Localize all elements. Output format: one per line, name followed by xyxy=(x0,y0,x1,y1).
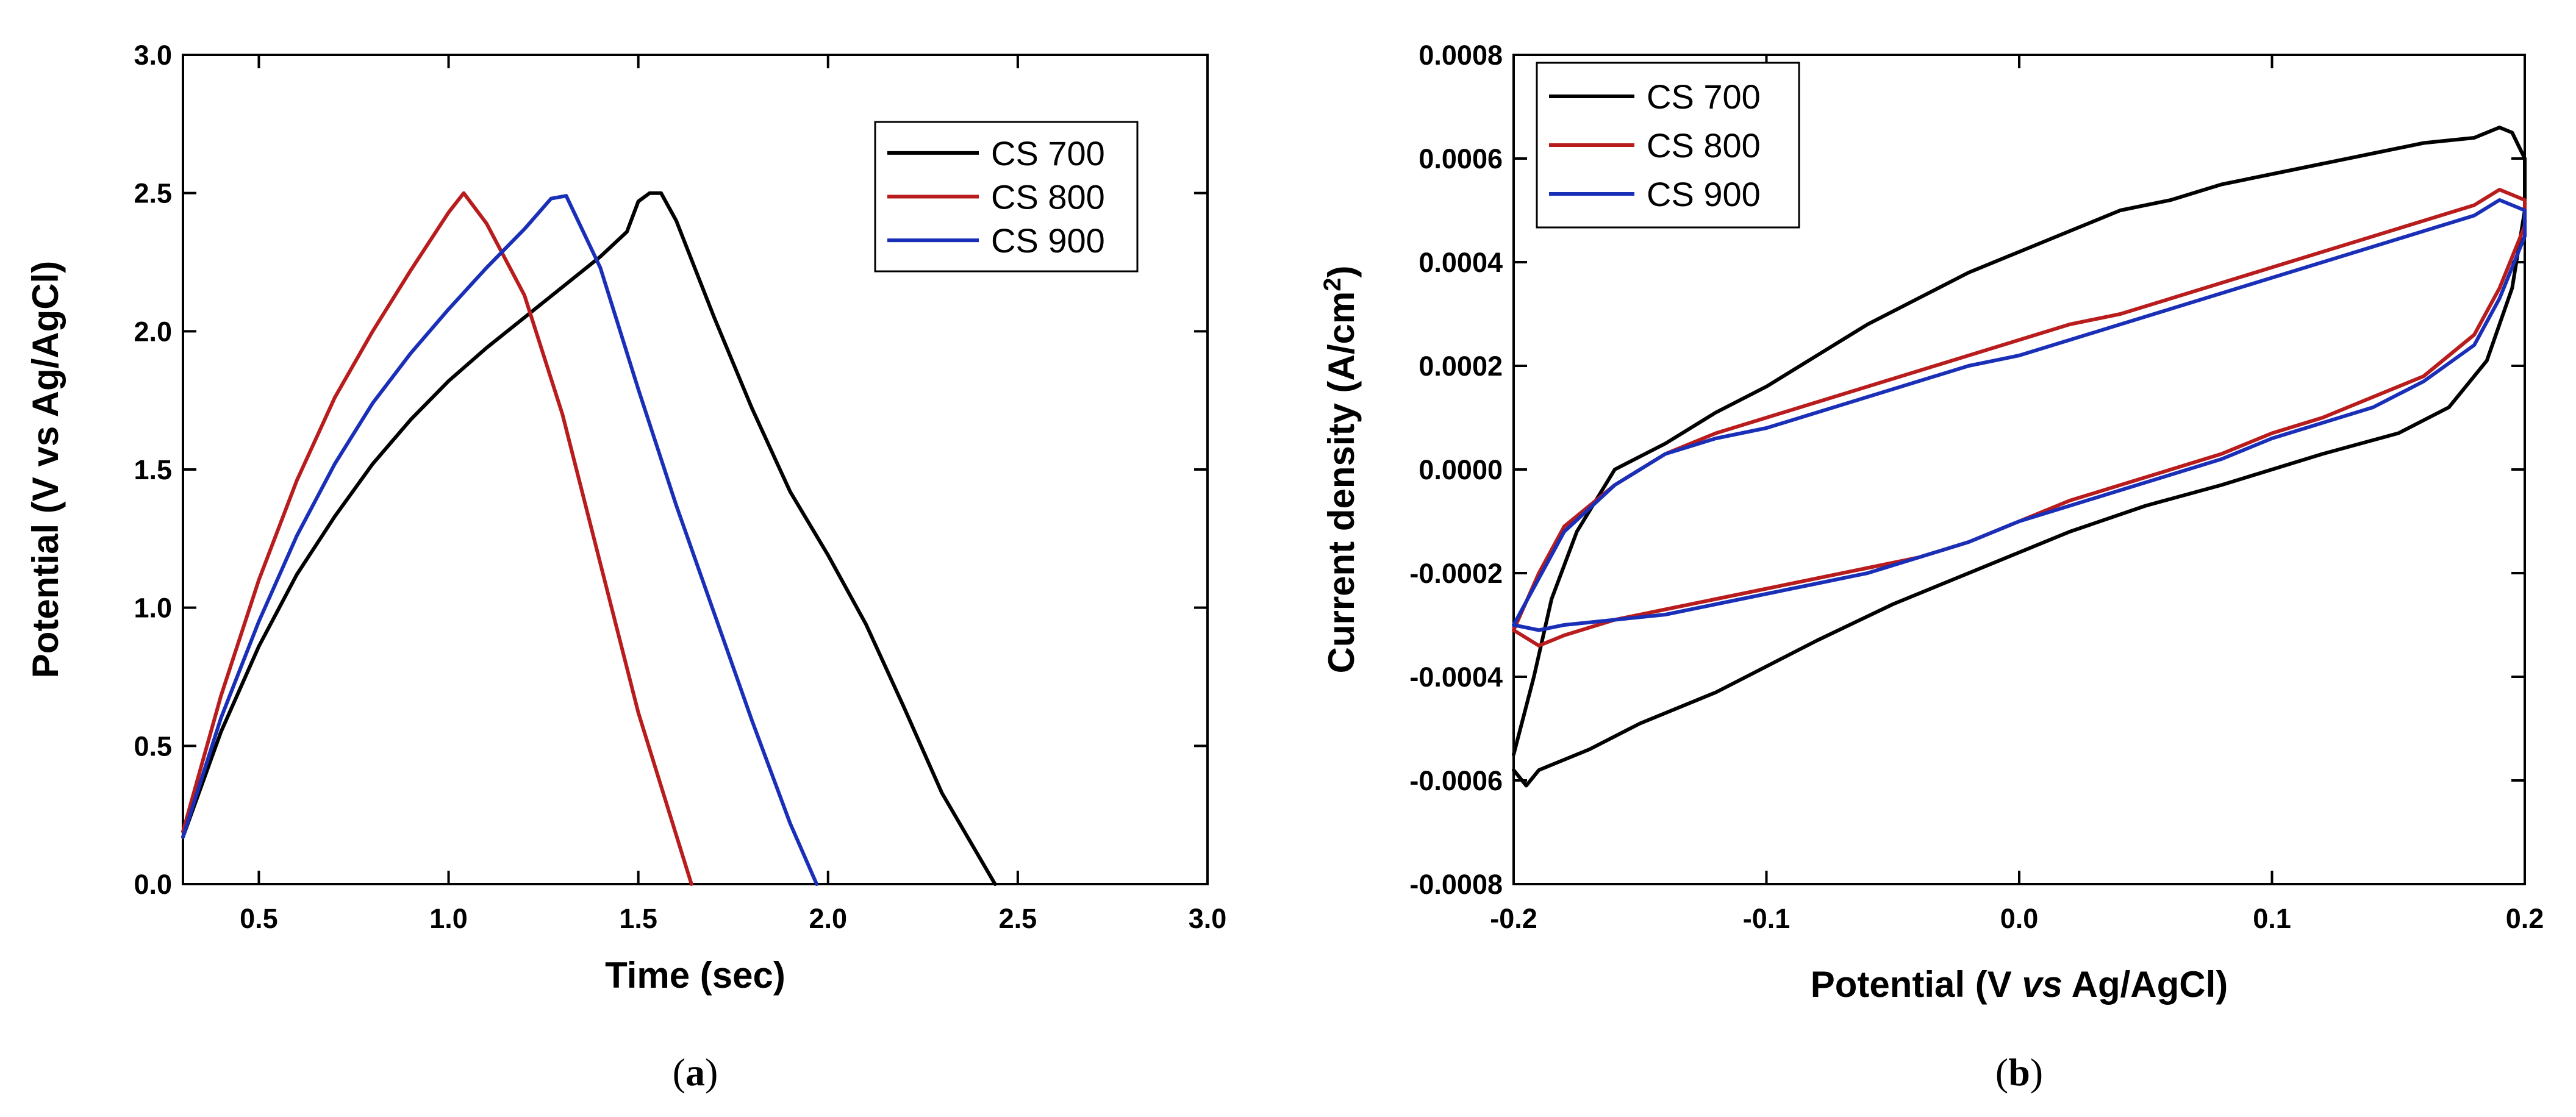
y-tick-label: 0.5 xyxy=(134,730,172,762)
y-axis-title: Current density (A/cm2) xyxy=(1319,265,1362,673)
x-axis-title: Time (sec) xyxy=(605,955,785,996)
y-tick-label: 0.0000 xyxy=(1419,454,1503,485)
chart-b: -0.2 -0.1 0.0 0.1 0.2 -0.0008 -0.0006 -0.0004 -0… xyxy=(1319,40,2544,1094)
legend-box xyxy=(874,121,1139,273)
y-tick-label: 0.0002 xyxy=(1419,351,1503,382)
x-tick-label: 0.5 xyxy=(240,903,278,934)
series-line-cs-700 xyxy=(1512,126,2527,788)
x-tick-label: 1.5 xyxy=(619,903,657,934)
y-tick-label: 3.0 xyxy=(134,40,172,71)
y-tick-label: 0.0006 xyxy=(1419,143,1503,174)
x-tick-label: 0.1 xyxy=(2253,903,2291,934)
x-axis-title: Potential (V vs Ag/AgCl) xyxy=(1811,964,2228,1005)
y-tick-label: -0.0002 xyxy=(1409,558,1503,589)
series-line-cs-900 xyxy=(181,194,819,886)
y-axis-title: Potential (V vs Ag/AgCl) xyxy=(25,261,66,679)
series-line-cs-800 xyxy=(1512,188,2527,648)
legend: CS 700 CS 800 CS 900 xyxy=(874,121,1139,273)
legend-label: CS 900 xyxy=(991,221,1105,260)
y-tick-label: -0.0006 xyxy=(1409,765,1503,796)
y-tick-label: 0.0 xyxy=(134,869,172,900)
y-tick-label: 0.0004 xyxy=(1419,247,1503,278)
chart-a: 0.5 1.0 1.5 2.0 2.5 3.0 0.0 0.5 1.0 1.5 2.0 2.5 3.0 T… xyxy=(25,40,1226,1094)
y-tick-label: 1.0 xyxy=(134,593,172,624)
y-tick-label: 1.5 xyxy=(134,454,172,485)
series-line-cs-700 xyxy=(181,191,997,886)
legend-label: CS 700 xyxy=(1647,77,1761,116)
legend: CS 700 CS 800 CS 900 xyxy=(1536,62,1800,229)
y-tick-label: 2.5 xyxy=(134,178,172,209)
legend-label: CS 700 xyxy=(991,134,1105,173)
legend-label: CS 800 xyxy=(1647,126,1761,165)
legend-label: CS 900 xyxy=(1647,175,1761,213)
series-line-cs-900 xyxy=(1512,198,2527,632)
panel-label: (a) xyxy=(673,1051,718,1094)
y-tick-label: -0.0004 xyxy=(1409,662,1503,693)
y-tick-label: 2.0 xyxy=(134,316,172,347)
legend-label: CS 800 xyxy=(991,178,1105,216)
x-tick-label: -0.1 xyxy=(1743,903,1791,934)
x-tick-label: 0.2 xyxy=(2506,903,2544,934)
panel-label: (b) xyxy=(1995,1051,2043,1094)
x-tick-label: -0.2 xyxy=(1490,903,1537,934)
x-tick-label: 3.0 xyxy=(1189,903,1227,934)
x-tick-label: 1.0 xyxy=(429,903,468,934)
x-tick-label: 0.0 xyxy=(2000,903,2039,934)
x-tick-label: 2.5 xyxy=(999,903,1037,934)
y-tick-label: 0.0008 xyxy=(1419,40,1503,71)
x-tick-label: 2.0 xyxy=(809,903,847,934)
series-line-cs-800 xyxy=(181,191,693,886)
y-tick-label: -0.0008 xyxy=(1409,869,1503,900)
